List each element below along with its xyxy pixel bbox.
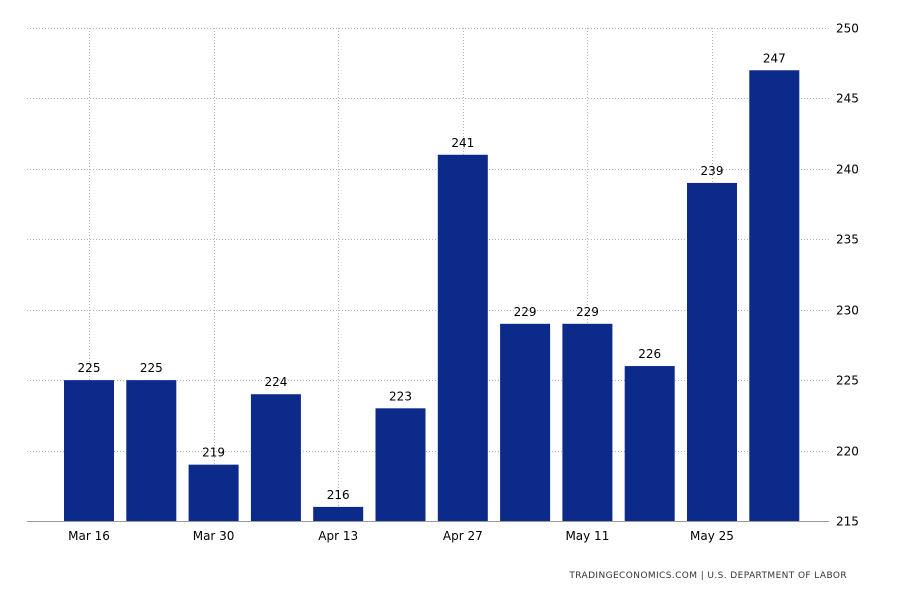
data-labels: 225 225 219 224 216 223 241 229 229 226 239 247 [78, 51, 786, 502]
bar [188, 464, 239, 521]
y-tick-label: 240 [836, 163, 859, 177]
bar-value-label: 226 [638, 347, 661, 361]
bar-value-label: 216 [327, 488, 350, 502]
bar [500, 323, 551, 521]
x-tick-label: May 25 [690, 529, 734, 543]
x-tick-label: Apr 13 [318, 529, 358, 543]
y-tick-label: 220 [836, 445, 859, 459]
y-tick-label: 215 [836, 515, 859, 529]
y-tick-label: 230 [836, 304, 859, 318]
x-tick-label: May 11 [565, 529, 609, 543]
bar-value-label: 225 [78, 361, 101, 375]
bar [64, 380, 114, 521]
y-tick-label: 245 [836, 92, 859, 106]
bar [126, 380, 177, 521]
bar-value-label: 229 [576, 305, 599, 319]
bar [749, 70, 800, 521]
bar-value-label: 219 [202, 446, 225, 460]
x-tick-label: Apr 27 [443, 529, 483, 543]
bar [375, 408, 426, 521]
bar-value-label: 223 [389, 389, 412, 403]
bar [250, 394, 301, 521]
bar-value-label: 229 [514, 305, 537, 319]
y-axis-ticks: 215 220 225 230 235 240 245 250 [836, 22, 859, 529]
bar [624, 366, 675, 521]
bar-value-label: 224 [264, 375, 287, 389]
x-axis-ticks: Mar 16 Mar 30 Apr 13 Apr 27 May 11 May 25 [68, 529, 734, 543]
bar-value-label: 225 [140, 361, 163, 375]
y-tick-label: 235 [836, 233, 859, 247]
bar [437, 154, 488, 521]
bar-value-label: 239 [701, 164, 724, 178]
bar [313, 506, 364, 521]
x-tick-label: Mar 16 [68, 529, 110, 543]
bar [687, 182, 737, 521]
y-tick-label: 225 [836, 374, 859, 388]
x-tick-label: Mar 30 [193, 529, 235, 543]
bar-value-label: 247 [763, 51, 786, 65]
bar-value-label: 241 [451, 136, 474, 150]
source-attribution: TRADINGECONOMICS.COM | U.S. DEPARTMENT O… [569, 571, 847, 581]
bar [562, 323, 613, 521]
bars [64, 70, 800, 521]
y-tick-label: 250 [836, 22, 859, 36]
